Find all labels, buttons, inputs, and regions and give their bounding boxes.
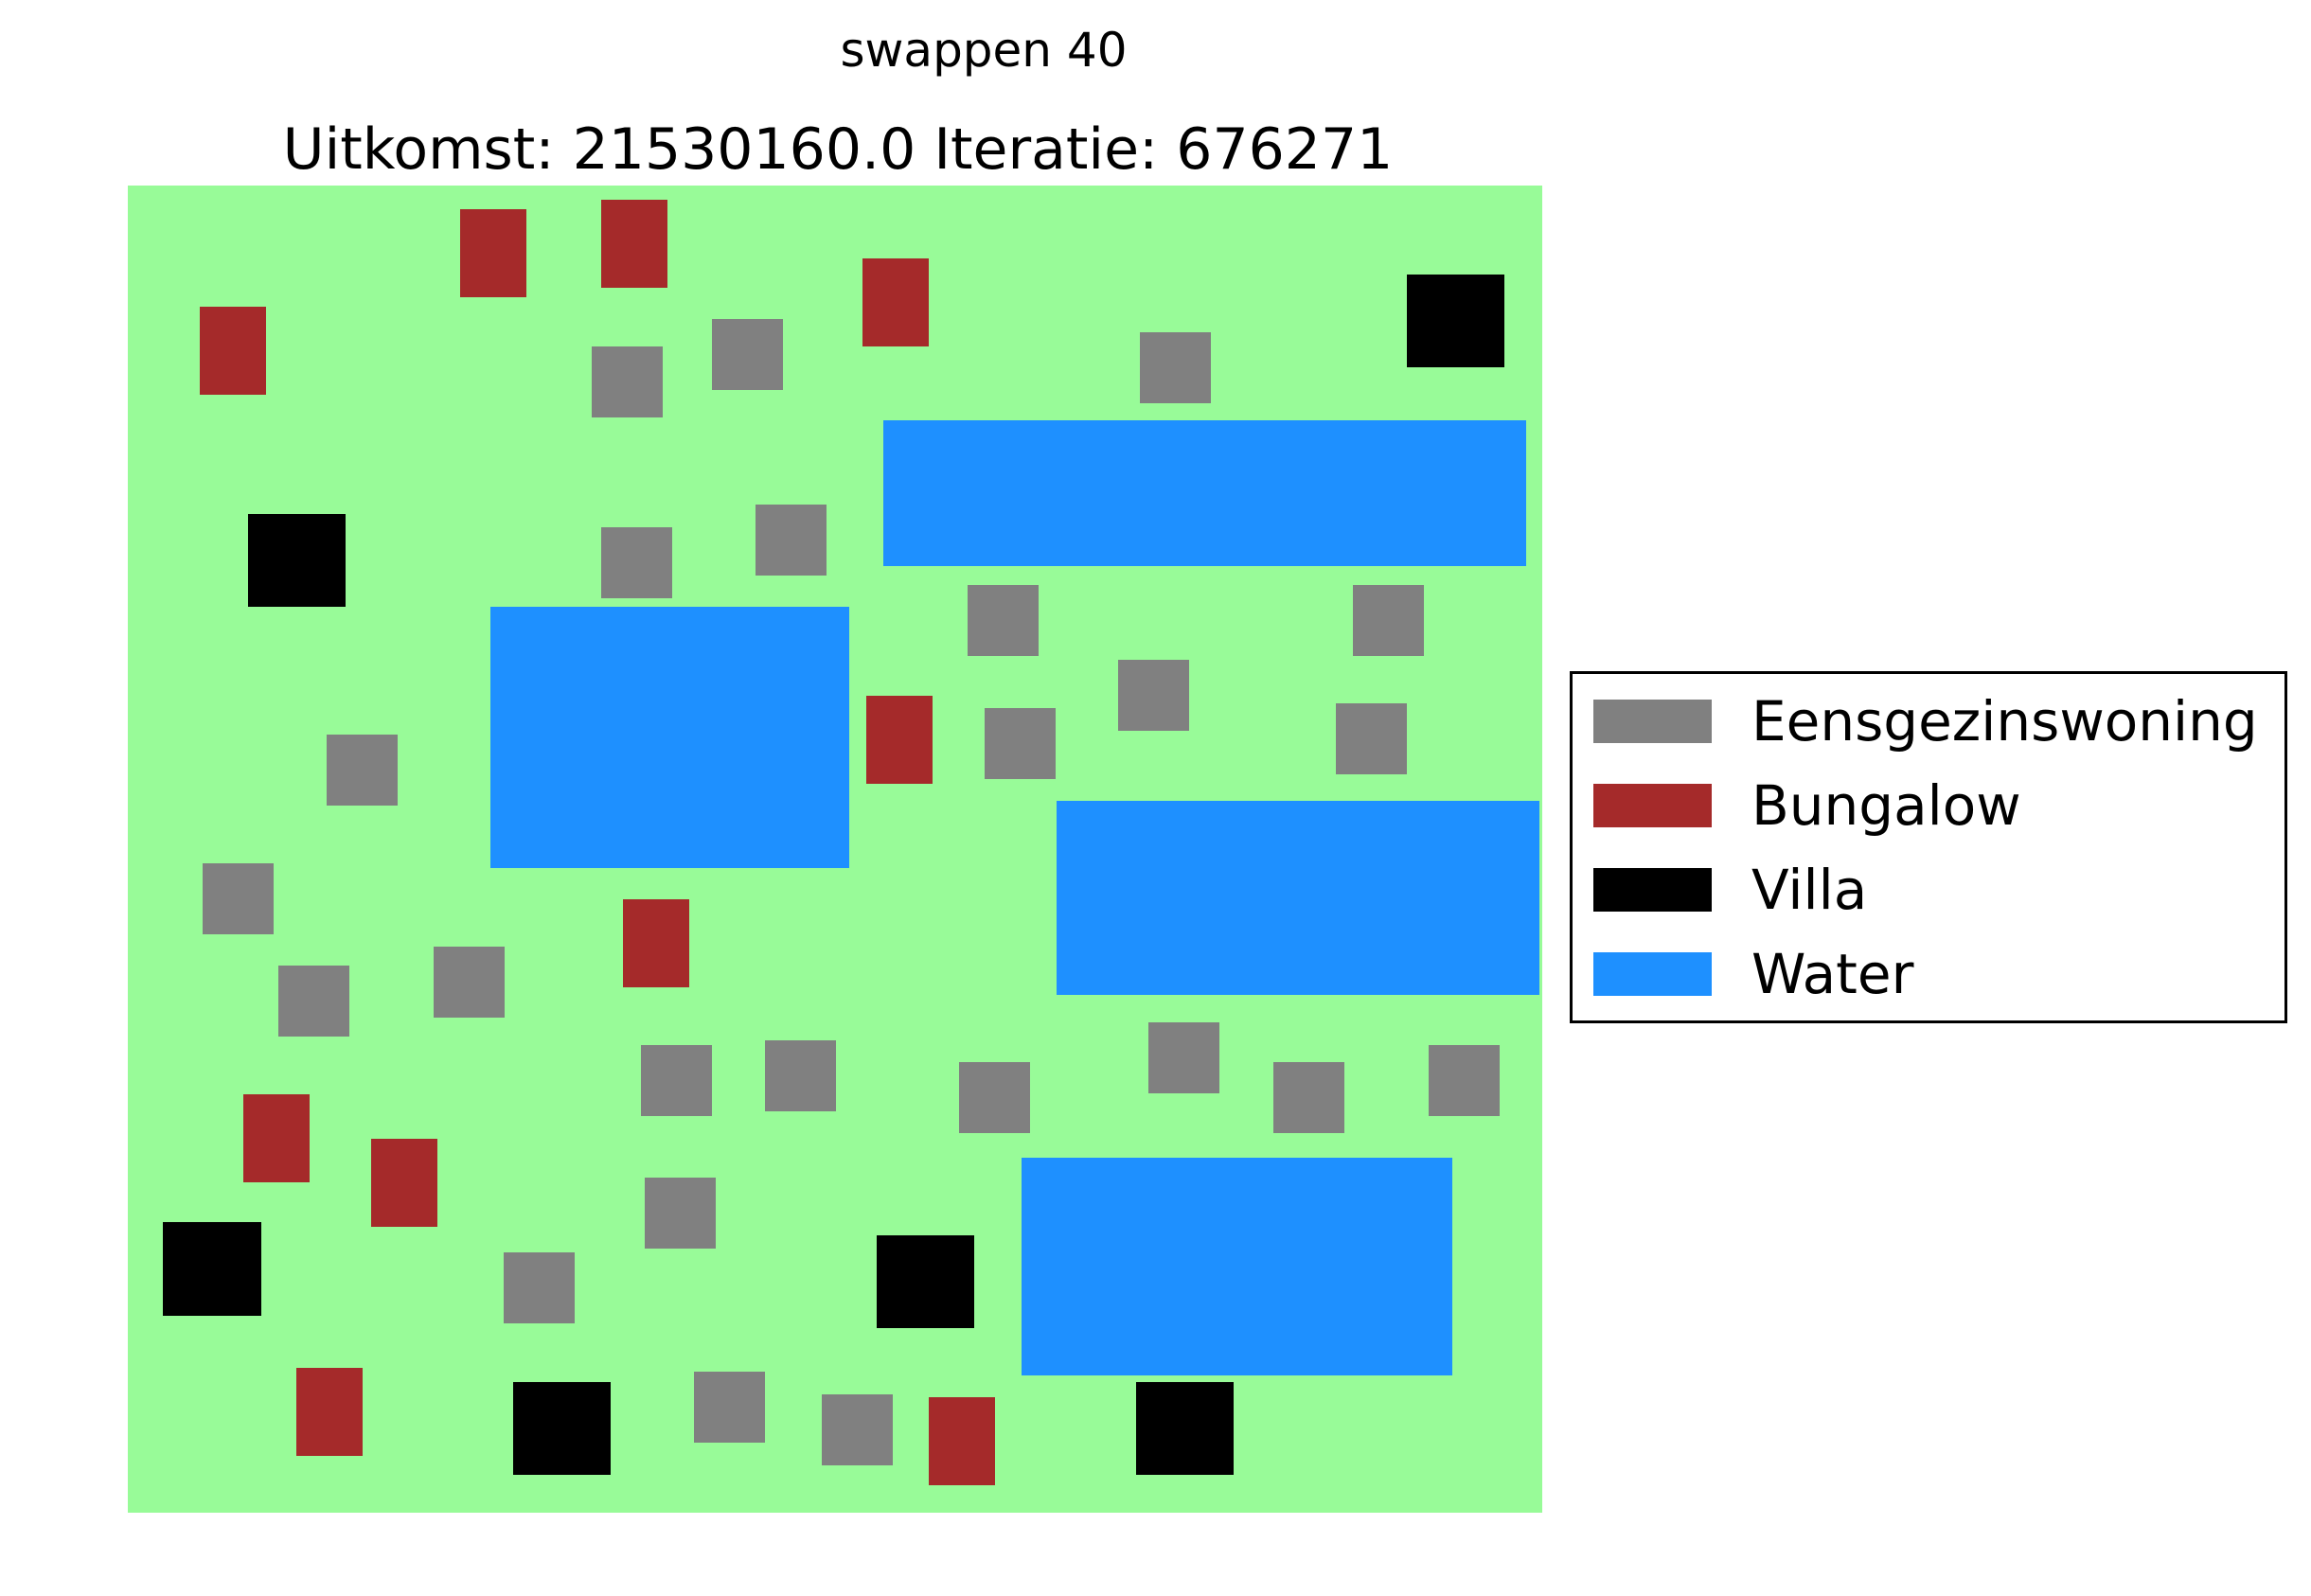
eengezinswoning-house [968,585,1039,656]
eengezinswoning-house [504,1252,575,1323]
legend-entry-water: Water [1593,946,1913,1002]
bungalow-house [862,258,929,346]
eengezinswoning-house [712,319,783,390]
legend-label-villa: Villa [1751,858,1868,922]
legend: Eensgezinswoning Bungalow Villa Water [1570,671,2287,1023]
eengezinswoning-house [1148,1022,1219,1093]
villa-house [877,1235,974,1328]
eengezinswoning-house [645,1178,716,1249]
bungalow-house [866,696,933,784]
eengezinswoning-house [278,966,349,1037]
eengezinswoning-house [822,1394,893,1465]
bungalow-house [371,1139,437,1227]
water-body [1022,1158,1452,1375]
bungalow-house [243,1094,310,1182]
villa-house [513,1382,611,1475]
bungalow-house [601,200,667,288]
legend-label-eengezinswoning: Eensgezinswoning [1751,689,2258,754]
water-body [883,420,1526,566]
figure-suptitle: swappen 40 [840,23,1128,78]
bungalow-house [623,899,689,987]
eengezinswoning-house [1353,585,1424,656]
bungalow-house [200,307,266,395]
eengezinswoning-house [1273,1062,1344,1133]
eengezinswoning-house [959,1062,1030,1133]
eengezinswoning-house [1140,332,1211,403]
figure-title: Uitkomst: 21530160.0 Iteratie: 676271 [282,116,1394,183]
eengezinswoning-house [434,947,505,1018]
eengezinswoning-house [1118,660,1189,731]
eengezinswoning-house [592,346,663,417]
eengezinswoning-house [756,505,827,576]
legend-swatch-villa [1593,868,1712,912]
eengezinswoning-house [1429,1045,1500,1116]
villa-house [163,1222,261,1316]
legend-swatch-water [1593,952,1712,996]
bungalow-house [929,1397,995,1485]
villa-house [248,514,346,607]
eengezinswoning-house [203,863,274,934]
water-body [1057,801,1539,995]
villa-house [1136,1382,1234,1475]
legend-swatch-eengezinswoning [1593,700,1712,743]
water-body [490,607,849,868]
legend-swatch-bungalow [1593,784,1712,827]
legend-entry-eengezinswoning: Eensgezinswoning [1593,693,2258,750]
legend-label-water: Water [1751,942,1914,1006]
eengezinswoning-house [694,1372,765,1443]
eengezinswoning-house [985,708,1056,779]
eengezinswoning-house [601,527,672,598]
map-area [128,186,1542,1513]
eengezinswoning-house [327,735,398,806]
bungalow-house [296,1368,363,1456]
eengezinswoning-house [641,1045,712,1116]
villa-house [1407,275,1504,367]
eengezinswoning-house [1336,703,1407,774]
legend-entry-bungalow: Bungalow [1593,777,2021,834]
legend-entry-villa: Villa [1593,861,1867,918]
eengezinswoning-house [765,1040,836,1111]
legend-label-bungalow: Bungalow [1751,773,2021,838]
bungalow-house [460,209,526,297]
